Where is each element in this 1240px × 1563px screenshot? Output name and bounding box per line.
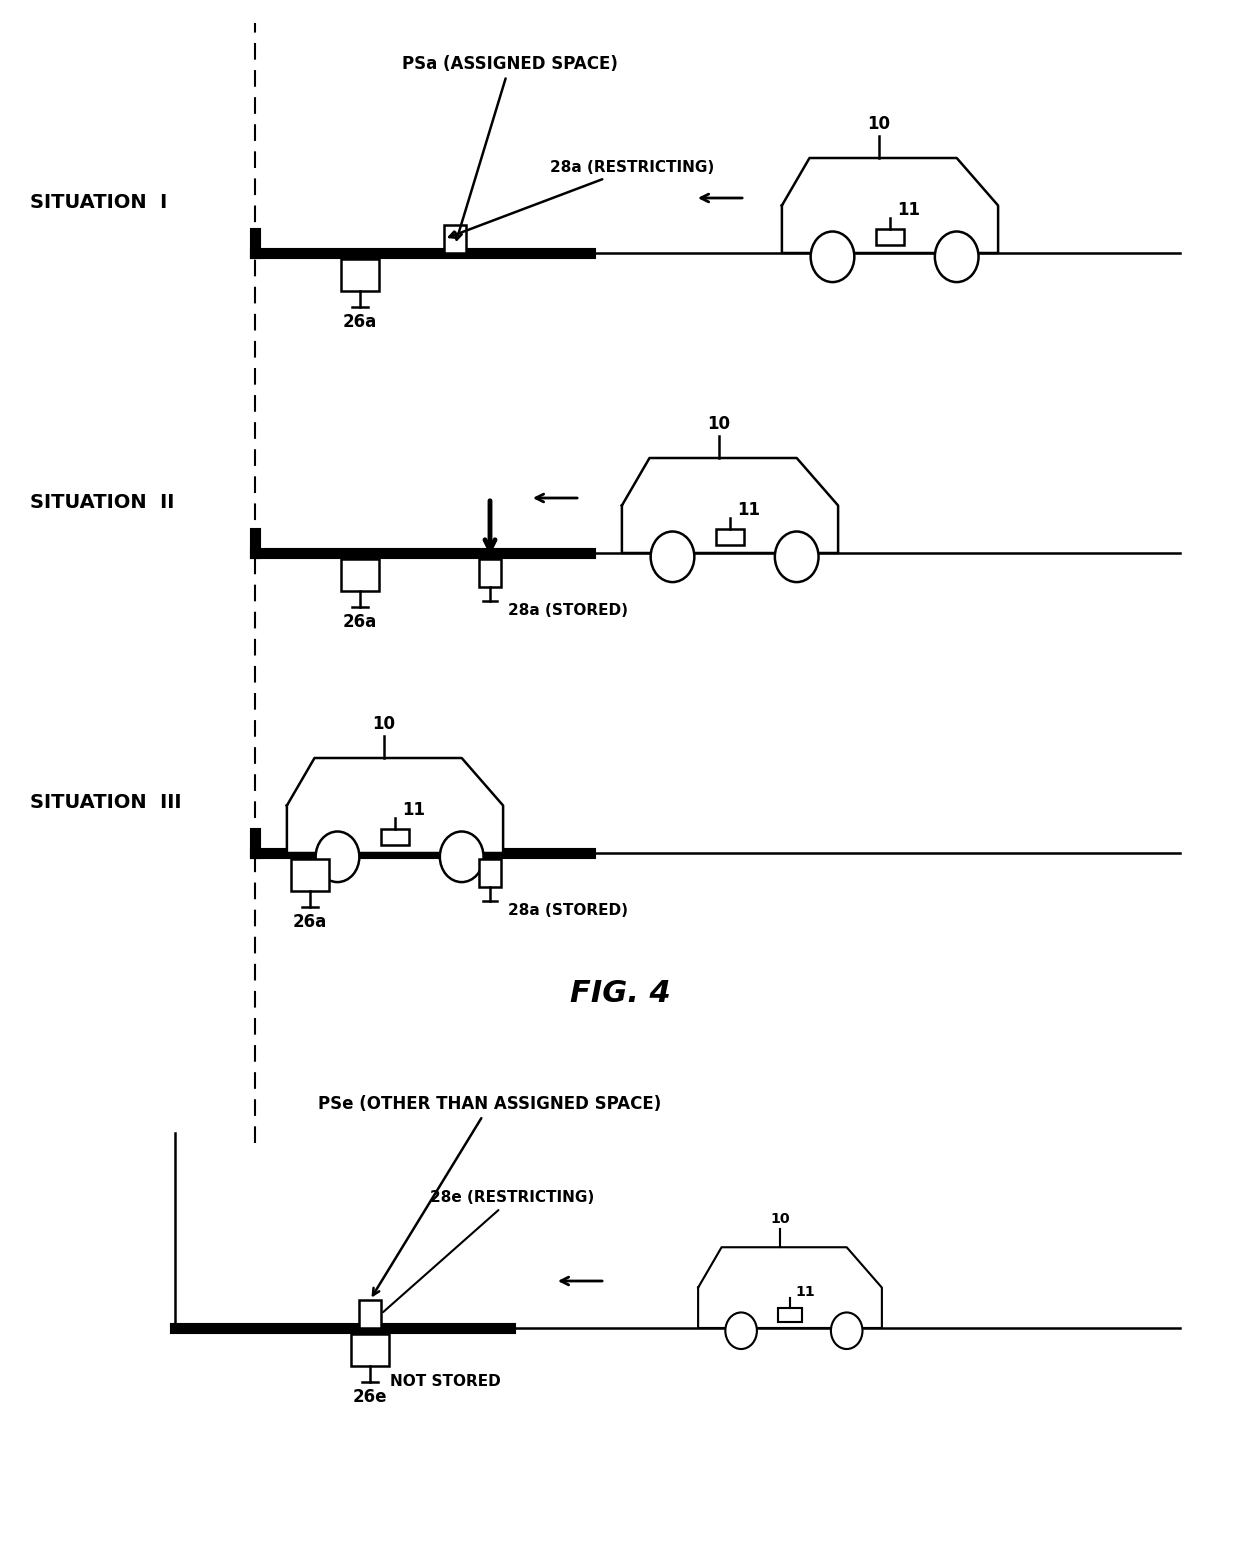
Text: PSa (ASSIGNED SPACE): PSa (ASSIGNED SPACE) — [402, 55, 618, 239]
Text: 26a: 26a — [343, 613, 377, 631]
Text: 11: 11 — [402, 802, 425, 819]
Bar — [341, 560, 379, 591]
Text: 11: 11 — [796, 1285, 816, 1299]
Text: 10: 10 — [770, 1211, 790, 1225]
Bar — [291, 860, 329, 891]
Polygon shape — [622, 458, 838, 553]
Text: 11: 11 — [737, 502, 760, 519]
Text: 28e (RESTRICTING): 28e (RESTRICTING) — [383, 1191, 594, 1313]
Text: 26a: 26a — [343, 313, 377, 331]
Text: SITUATION  III: SITUATION III — [30, 794, 181, 813]
Text: 28a (STORED): 28a (STORED) — [508, 903, 627, 917]
Ellipse shape — [651, 531, 694, 581]
Text: SITUATION  II: SITUATION II — [30, 494, 175, 513]
Text: NOT STORED: NOT STORED — [391, 1374, 501, 1390]
Text: 10: 10 — [707, 416, 730, 433]
Text: FIG. 4: FIG. 4 — [569, 978, 671, 1008]
Bar — [479, 860, 501, 886]
Polygon shape — [698, 1247, 882, 1329]
Ellipse shape — [811, 231, 854, 281]
Bar — [444, 225, 466, 253]
Ellipse shape — [725, 1313, 756, 1349]
Text: 10: 10 — [867, 116, 890, 133]
Bar — [341, 259, 379, 291]
Text: 26a: 26a — [293, 913, 327, 932]
Bar — [479, 560, 501, 588]
Text: 26e: 26e — [352, 1388, 387, 1407]
Bar — [360, 1300, 381, 1329]
Bar — [381, 830, 409, 846]
Bar — [877, 230, 904, 245]
Ellipse shape — [775, 531, 818, 581]
Text: SITUATION  I: SITUATION I — [30, 194, 167, 213]
Text: PSe (OTHER THAN ASSIGNED SPACE): PSe (OTHER THAN ASSIGNED SPACE) — [319, 1096, 662, 1296]
Bar — [351, 1333, 389, 1366]
Text: 28a (RESTRICTING): 28a (RESTRICTING) — [449, 161, 714, 238]
Bar — [779, 1308, 802, 1322]
Polygon shape — [782, 158, 998, 253]
Bar — [717, 530, 744, 545]
Text: 10: 10 — [372, 714, 396, 733]
Ellipse shape — [935, 231, 978, 281]
Ellipse shape — [316, 832, 360, 882]
Ellipse shape — [831, 1313, 863, 1349]
Text: 28a (STORED): 28a (STORED) — [508, 603, 627, 617]
Ellipse shape — [440, 832, 484, 882]
Polygon shape — [286, 758, 503, 853]
Text: 11: 11 — [897, 202, 920, 219]
